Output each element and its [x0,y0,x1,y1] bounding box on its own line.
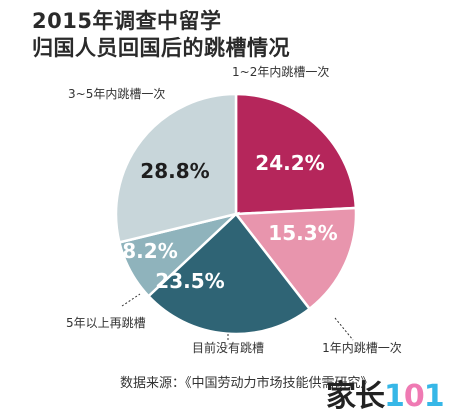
slice-category-label: 1年内跳槽一次 [322,341,402,355]
chart-title-line-2: 归国人员回国后的跳槽情况 [32,36,290,60]
chart-title: 2015年调查中留学 归国人员回国后的跳槽情况 [32,8,290,62]
logo-text-part-4: 1 [423,379,445,414]
slice-category-label: 5年以上再跳槽 [66,316,146,330]
slice-value-label: 28.8% [140,159,209,183]
data-source-note: 数据来源：《中国劳动力市场技能供需研究》 [120,376,374,391]
slice-category-label: 目前没有跳槽 [192,340,264,355]
slice-category-label: 3~5年内跳槽一次 [68,87,165,101]
watermark-logo: 家长101 [326,371,445,415]
slice-category-label: 1~2年内跳槽一次 [232,65,329,79]
logo-text-part-1: 家长 [326,379,385,414]
slice-value-label: 24.2% [255,151,324,175]
slice-value-label: 23.5% [155,269,224,293]
pie-slice [114,92,238,244]
pie-slice [233,206,358,311]
leader-line [334,317,354,341]
logo-text-part-3: 0 [403,379,425,414]
slice-value-label: 15.3% [268,221,337,245]
pie-slice [146,212,312,336]
logo-text-part-2: 1 [384,379,405,414]
chart-title-line-1: 2015年调查中留学 [32,9,222,33]
leader-line [121,293,141,307]
pie-slice [234,92,358,216]
slice-value-label: 8.2% [122,239,177,263]
